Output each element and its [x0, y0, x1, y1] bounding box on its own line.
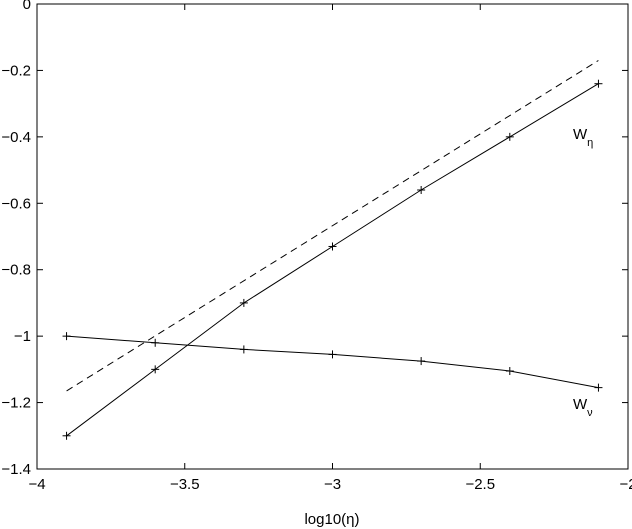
- series-label-w-nu-sub: ν: [587, 407, 593, 419]
- y-tick-label: −1: [14, 328, 31, 345]
- series-line-1: [66, 335, 599, 389]
- y-tick-label: −0.4: [1, 129, 31, 146]
- x-tick-label: −3: [324, 476, 341, 493]
- x-tick-label: −2.5: [465, 476, 495, 493]
- axis-ticks: −4 −3.5 −3 −2.5 −2 0 −0.2 −0.4 −0.6 −0.8 −1 −1.2 −1.…: [1, 0, 632, 493]
- data-point-marker: [594, 79, 603, 88]
- y-tick-label: −0.2: [1, 62, 31, 79]
- data-point-marker: [239, 345, 248, 354]
- series-label-w-eta-main: W: [573, 126, 588, 143]
- series-label-w-nu: Wν: [573, 396, 593, 419]
- y-tick-label: −0.8: [1, 262, 31, 279]
- data-point-marker: [505, 367, 514, 376]
- series-line-0: [66, 83, 599, 437]
- y-tick-label: −1.2: [1, 395, 31, 412]
- data-point-marker: [328, 350, 337, 359]
- series-line-2: [66, 60, 599, 392]
- series-label-w-eta: Wη: [573, 126, 593, 149]
- data-point-marker: [151, 338, 160, 347]
- series-label-w-eta-sub: η: [587, 137, 593, 149]
- data-point-marker: [62, 431, 71, 440]
- data-point-marker: [417, 357, 426, 366]
- data-point-marker: [62, 332, 71, 341]
- plot-frame: [36, 3, 629, 470]
- y-tick-label: −0.6: [1, 195, 31, 212]
- y-tick-label: −1.4: [1, 461, 31, 478]
- data-point-marker: [151, 365, 160, 374]
- data-point-marker: [505, 132, 514, 141]
- data-point-marker: [417, 186, 426, 194]
- x-tick-label: −3.5: [170, 476, 200, 493]
- series-label-w-nu-main: W: [573, 396, 588, 413]
- data-point-marker: [328, 242, 337, 251]
- x-tick-label: −4: [28, 476, 45, 493]
- x-tick-label: −2: [619, 476, 632, 493]
- y-tick-label: 0: [23, 0, 31, 13]
- series-layer: [62, 60, 603, 440]
- data-point-marker: [239, 298, 248, 307]
- x-axis-label: log10(η): [304, 511, 359, 528]
- data-point-marker: [594, 383, 603, 392]
